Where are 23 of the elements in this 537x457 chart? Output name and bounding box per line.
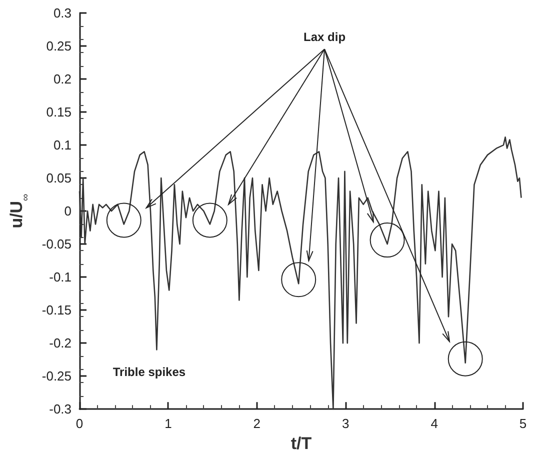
x-axis-title: t/T (290, 434, 312, 453)
y-tick-label: -0.05 (42, 236, 72, 252)
y-tick-label: 0.1 (53, 138, 72, 153)
x-tick-label: 5 (519, 416, 527, 432)
y-tick-label: 0 (64, 204, 72, 219)
y-tick-label: 0.05 (46, 170, 72, 186)
y-tick-label: -0.2 (49, 336, 72, 351)
annotation: Lax dip (304, 30, 346, 44)
y-tick-label: -0.3 (49, 402, 72, 417)
y-tick-label: 0.3 (53, 6, 72, 20)
y-tick-label: 0.2 (53, 72, 72, 87)
y-tick-label: -0.15 (42, 302, 72, 318)
y-tick-label: -0.1 (49, 270, 72, 285)
x-tick-label: 4 (430, 416, 438, 432)
x-tick-label: 2 (253, 416, 261, 432)
y-tick-label: -0.25 (42, 368, 72, 384)
y-axis-title: u/U∞ (7, 194, 32, 228)
annotation: Trible spikes (112, 364, 186, 379)
x-tick-label: 3 (342, 416, 350, 432)
x-tick-label: 0 (76, 416, 84, 432)
y-tick-label: 0.15 (46, 104, 72, 120)
y-tick-label: 0.25 (46, 38, 72, 54)
x-tick-label: 1 (164, 416, 172, 432)
